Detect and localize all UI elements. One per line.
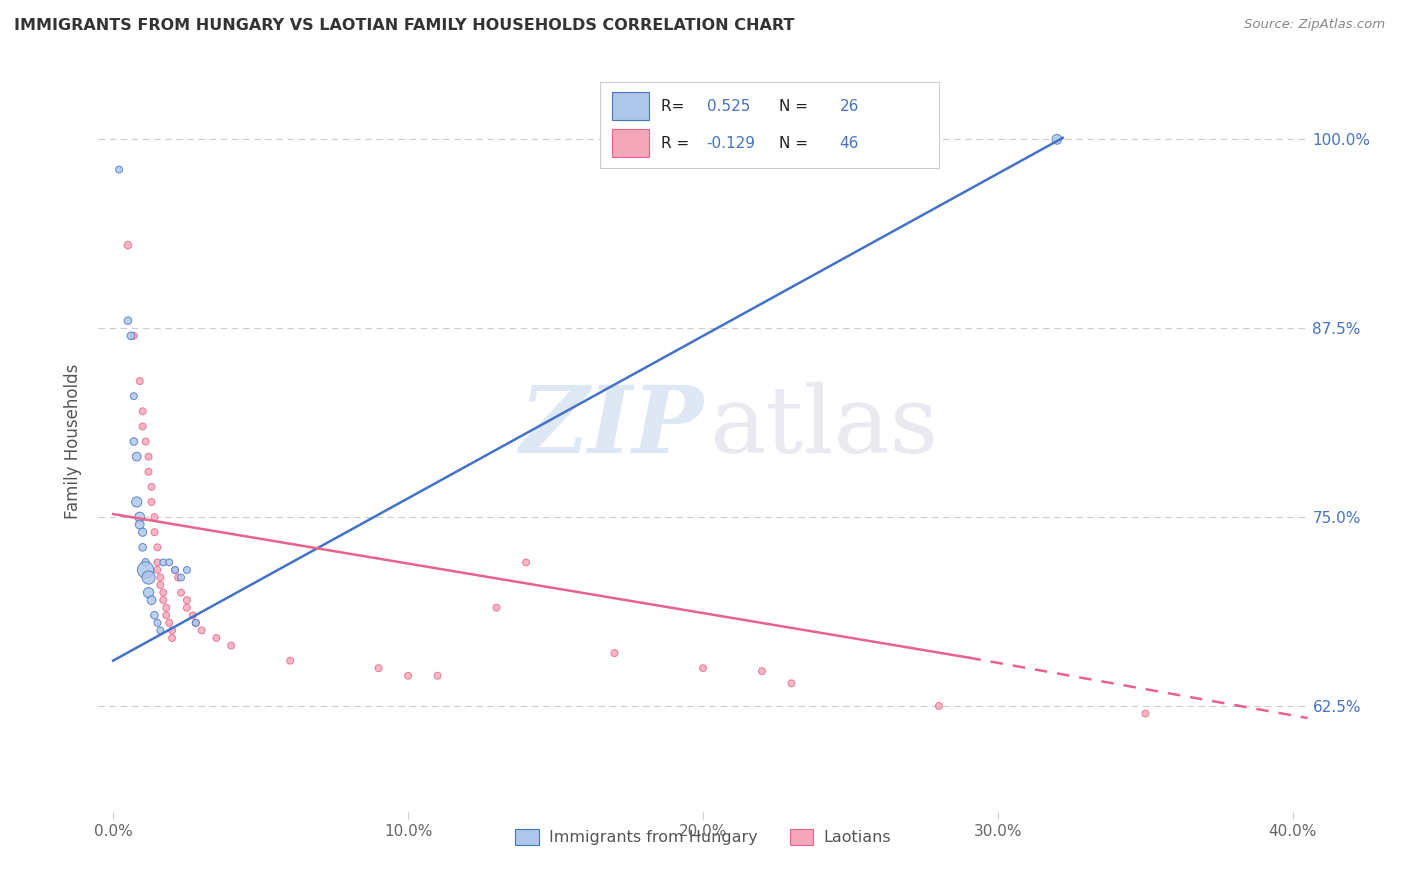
Point — [146, 615, 169, 630]
Point — [176, 600, 198, 615]
Point — [149, 570, 172, 584]
Point — [157, 615, 180, 630]
Text: N =: N = — [779, 99, 813, 113]
Point — [141, 593, 163, 607]
Point — [146, 541, 169, 555]
Point — [135, 434, 157, 449]
Point — [160, 624, 183, 638]
Point — [138, 465, 160, 479]
Point — [170, 570, 193, 584]
Point — [117, 238, 139, 252]
Point — [167, 570, 190, 584]
Point — [135, 556, 157, 570]
Text: R=: R= — [661, 99, 689, 113]
Point — [184, 615, 207, 630]
Point — [120, 328, 142, 343]
Point — [122, 328, 145, 343]
Point — [149, 624, 172, 638]
Text: N =: N = — [779, 136, 813, 151]
Point — [157, 556, 180, 570]
Point — [125, 495, 148, 509]
Point — [692, 661, 714, 675]
Point — [278, 654, 301, 668]
Text: 26: 26 — [839, 99, 859, 113]
Point — [1135, 706, 1157, 721]
Point — [205, 631, 228, 645]
Point — [1046, 132, 1069, 146]
Point — [128, 510, 150, 524]
Point — [170, 585, 193, 599]
Point — [141, 480, 163, 494]
Point — [138, 450, 160, 464]
Point — [155, 600, 177, 615]
Point — [184, 615, 207, 630]
Point — [143, 608, 166, 623]
Point — [396, 669, 419, 683]
Point — [138, 585, 160, 599]
Point — [122, 434, 145, 449]
Point — [426, 669, 449, 683]
Point — [131, 525, 153, 540]
Point — [603, 646, 626, 660]
Point — [108, 162, 131, 177]
Point — [141, 495, 163, 509]
Point — [190, 624, 212, 638]
Point — [128, 517, 150, 532]
Point — [131, 404, 153, 418]
Point — [146, 556, 169, 570]
Point — [181, 608, 204, 623]
Point — [135, 563, 157, 577]
Point — [165, 563, 187, 577]
Point — [125, 450, 148, 464]
Text: ZIP: ZIP — [519, 382, 703, 472]
Legend: Immigrants from Hungary, Laotians: Immigrants from Hungary, Laotians — [509, 823, 897, 852]
Point — [751, 664, 773, 678]
Point — [138, 570, 160, 584]
Y-axis label: Family Households: Family Households — [65, 364, 83, 519]
Text: 0.525: 0.525 — [707, 99, 749, 113]
Text: atlas: atlas — [709, 382, 938, 472]
Point — [367, 661, 389, 675]
Point — [131, 541, 153, 555]
Point — [155, 608, 177, 623]
FancyBboxPatch shape — [613, 129, 648, 157]
Text: Source: ZipAtlas.com: Source: ZipAtlas.com — [1244, 18, 1385, 31]
Point — [219, 639, 242, 653]
FancyBboxPatch shape — [600, 82, 939, 168]
Text: IMMIGRANTS FROM HUNGARY VS LAOTIAN FAMILY HOUSEHOLDS CORRELATION CHART: IMMIGRANTS FROM HUNGARY VS LAOTIAN FAMIL… — [14, 18, 794, 33]
Point — [176, 563, 198, 577]
Point — [149, 578, 172, 592]
Point — [928, 698, 950, 713]
FancyBboxPatch shape — [613, 92, 648, 120]
Point — [152, 585, 174, 599]
Text: R =: R = — [661, 136, 693, 151]
Text: 46: 46 — [839, 136, 859, 151]
Point — [146, 563, 169, 577]
Point — [515, 556, 537, 570]
Point — [117, 313, 139, 327]
Point — [143, 525, 166, 540]
Point — [131, 419, 153, 434]
Point — [176, 593, 198, 607]
Point — [143, 510, 166, 524]
Point — [780, 676, 803, 690]
Point — [165, 563, 187, 577]
Point — [152, 556, 174, 570]
Point — [152, 593, 174, 607]
Text: -0.129: -0.129 — [707, 136, 755, 151]
Point — [485, 600, 508, 615]
Point — [128, 374, 150, 388]
Point — [160, 631, 183, 645]
Point — [122, 389, 145, 403]
